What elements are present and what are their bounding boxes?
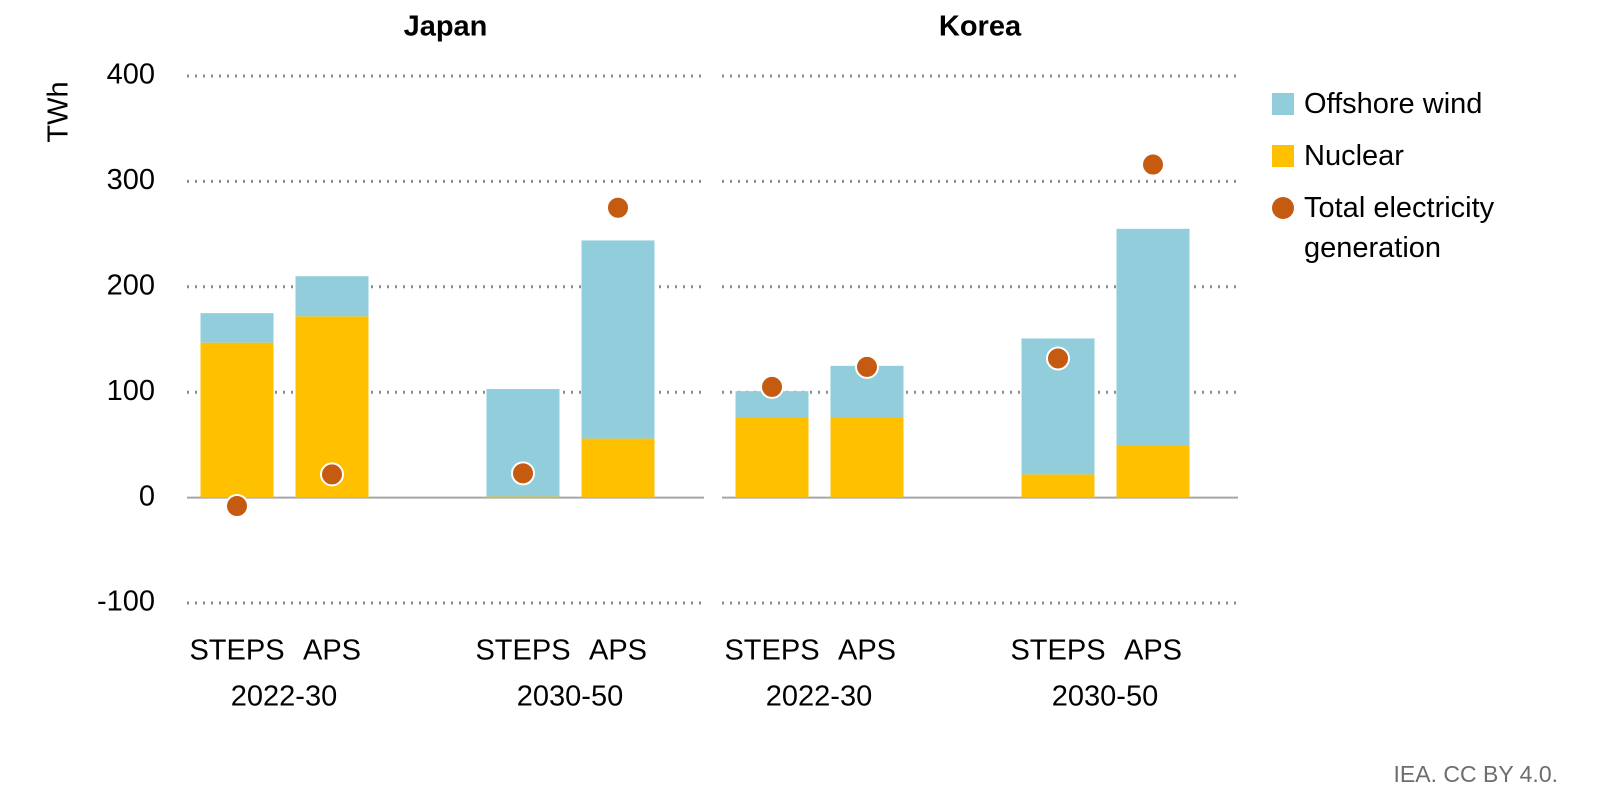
y-tick-label: 0 <box>139 480 155 512</box>
bar-segment <box>200 313 274 343</box>
legend-item: Total electricity generation <box>1268 188 1568 268</box>
y-tick-label: 100 <box>107 375 155 407</box>
bar-segment <box>486 496 560 498</box>
x-tick-label: APS <box>838 635 896 667</box>
legend-label: Offshore wind <box>1304 88 1483 120</box>
bar-segment <box>581 438 655 498</box>
legend-label: Total electricity generation <box>1304 192 1495 264</box>
total-dot <box>855 354 879 379</box>
y-tick-label: -100 <box>97 586 155 618</box>
x-tick-label: STEPS <box>475 635 570 667</box>
total-dot <box>1046 346 1070 371</box>
y-tick-label: 300 <box>107 164 155 196</box>
legend-label: Nuclear <box>1304 140 1404 172</box>
y-tick-label: 400 <box>107 59 155 91</box>
x-tick-label: STEPS <box>1010 635 1105 667</box>
x-tick-label: STEPS <box>724 635 819 667</box>
total-dot <box>320 462 344 487</box>
legend-swatch <box>1272 93 1294 115</box>
group-label: 2022-30 <box>766 681 872 713</box>
source-note: IEA. CC BY 4.0. <box>1393 761 1558 787</box>
legend-swatch <box>1272 145 1294 167</box>
bar-segment <box>295 276 369 317</box>
total-dot <box>225 494 249 519</box>
bar-segment <box>1116 445 1190 498</box>
group-label: 2030-50 <box>517 681 623 713</box>
x-tick-label: STEPS <box>189 635 284 667</box>
legend: Offshore wind Nuclear Total electricity ge… <box>1268 84 1568 280</box>
bar-segment <box>1116 228 1190 446</box>
bar-segment <box>581 240 655 439</box>
legend-swatch <box>1272 197 1294 219</box>
legend-item: Offshore wind <box>1268 84 1568 124</box>
total-dot <box>1141 152 1165 177</box>
bar-segment <box>200 342 274 498</box>
panel-title: Japan <box>404 11 488 43</box>
group-label: 2030-50 <box>1052 681 1158 713</box>
panel-title: Korea <box>939 11 1022 43</box>
y-axis-label: TWh <box>43 81 75 142</box>
total-dot <box>511 461 535 486</box>
bar-segment <box>830 417 904 498</box>
total-dot <box>606 195 630 220</box>
y-tick-label: 200 <box>107 269 155 301</box>
x-tick-label: APS <box>1124 635 1182 667</box>
legend-item: Nuclear <box>1268 136 1568 176</box>
bar-segment <box>1021 474 1095 498</box>
group-label: 2022-30 <box>231 681 337 713</box>
x-tick-label: APS <box>589 635 647 667</box>
x-tick-label: APS <box>303 635 361 667</box>
bar-segment <box>735 417 809 498</box>
total-dot <box>760 374 784 399</box>
